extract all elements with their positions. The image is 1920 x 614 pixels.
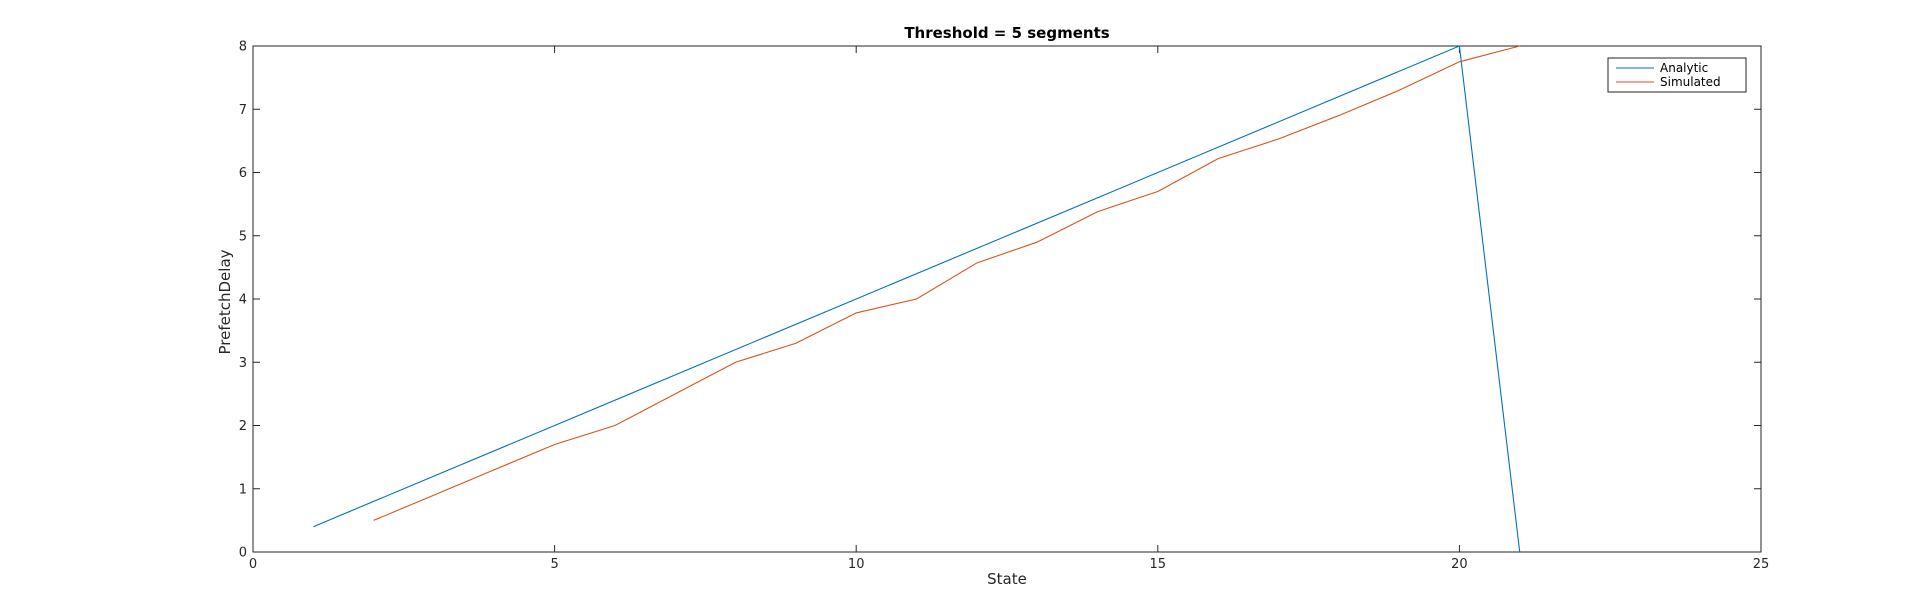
y-tick-label: 7: [239, 103, 247, 118]
y-tick-label: 0: [239, 546, 247, 561]
x-axis-label: State: [987, 570, 1027, 588]
legend-box: [1607, 57, 1747, 93]
plot-area: 0 5 10 15 20 25 0 1 2 3 4 5 6 7 8: [239, 40, 1770, 573]
series-line-simulated: [373, 45, 1520, 521]
x-tick-label: 5: [550, 557, 558, 572]
chart-title: Threshold = 5 segments: [904, 24, 1109, 42]
legend-label-simulated: Simulated: [1660, 75, 1721, 89]
x-tick-label: 10: [848, 557, 865, 572]
y-tick-label: 1: [239, 482, 247, 497]
y-tick-label: 3: [239, 356, 247, 371]
y-tick-label: 6: [239, 166, 247, 181]
x-tick-label: 25: [1753, 557, 1770, 572]
x-tick-label: 20: [1451, 557, 1468, 572]
y-tick-label: 8: [239, 40, 247, 55]
x-tick-label: 15: [1150, 557, 1167, 572]
y-tick-label: 5: [239, 229, 247, 244]
y-tick-label: 2: [239, 419, 247, 434]
y-tick-label: 4: [239, 293, 247, 308]
y-axis-label: PrefetchDelay: [216, 249, 234, 354]
legend-label-analytic: Analytic: [1660, 61, 1708, 75]
x-tick-label: 0: [249, 557, 257, 572]
series-line-analytic: [313, 45, 1521, 553]
